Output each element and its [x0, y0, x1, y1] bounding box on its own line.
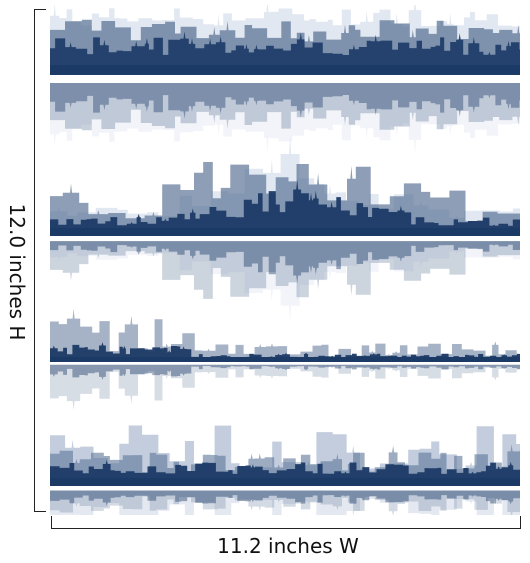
height-dimension-tick-bottom — [34, 511, 46, 512]
skyline-2-reflection-2 — [50, 241, 520, 299]
skyline-4-reflection-2 — [50, 490, 520, 515]
skyline-2-reflection-1 — [50, 241, 520, 322]
skyline-3-layer-2 — [50, 342, 520, 359]
skyline-1-waterline — [50, 65, 520, 75]
skyline-1-reflection-1 — [50, 83, 520, 155]
height-label: 12.0 inches H — [5, 203, 29, 341]
wallpaper-artwork — [50, 5, 520, 515]
width-dimension-tick-left — [51, 516, 52, 528]
skyline-4-reflection-3 — [50, 490, 520, 506]
skyline-3-layer-1 — [50, 308, 520, 359]
skyline-4-layer-3 — [50, 459, 520, 480]
skyline-2-waterline — [50, 228, 520, 236]
height-dimension-line — [34, 9, 35, 512]
height-dimension-tick-top — [34, 9, 46, 10]
skyline-3-waterline — [50, 357, 520, 362]
skyline-1-layer-3 — [50, 31, 520, 67]
width-dimension-tick-right — [520, 516, 521, 528]
skyline-1-reflection-3 — [50, 83, 520, 119]
skyline-3-reflection-2 — [50, 364, 520, 380]
skyline-2-layer-3 — [50, 179, 520, 230]
width-dimension-line — [51, 528, 521, 529]
skyline-2-reflection-3 — [50, 241, 520, 285]
width-label: 11.2 inches W — [217, 534, 359, 558]
skyline-3-reflection-1 — [50, 364, 520, 411]
skyline-4-reflection-1 — [50, 490, 520, 515]
skyline-1-reflection-2 — [50, 83, 520, 131]
skyline-4-waterline — [50, 478, 520, 486]
